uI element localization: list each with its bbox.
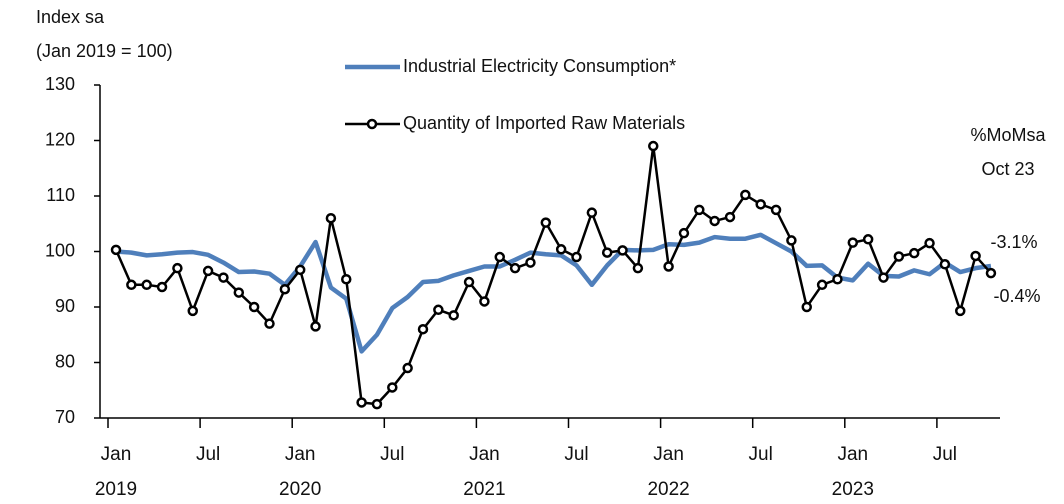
x-tick-label: Jul [195, 444, 221, 465]
y-tick-label: 80 [55, 351, 75, 371]
annotation: -3.1% [990, 232, 1037, 252]
point [801, 301, 812, 313]
point [601, 247, 613, 258]
point [740, 189, 751, 201]
y-tick-label: 70 [55, 407, 75, 427]
point [156, 281, 168, 293]
point [294, 264, 306, 276]
point [448, 310, 459, 321]
point [571, 251, 582, 263]
point [770, 204, 782, 216]
y-axis-label: Index sa [36, 7, 105, 27]
point [264, 318, 275, 329]
y-tick-label: 90 [55, 296, 75, 316]
y-tick-label: 130 [45, 74, 75, 94]
point [632, 262, 644, 274]
point [786, 235, 797, 246]
point [402, 362, 413, 374]
point [586, 207, 598, 218]
point [924, 237, 935, 249]
point [417, 323, 429, 335]
point [509, 262, 521, 274]
x-tick-label: Jan 2022 [647, 444, 690, 500]
point [709, 215, 720, 227]
point [325, 212, 337, 224]
point [955, 305, 966, 317]
x-tick-label: Jul [564, 444, 589, 465]
y-tick-label: 100 [45, 240, 75, 260]
point [341, 274, 352, 285]
y-tick-label: 120 [45, 129, 75, 149]
point [233, 287, 245, 298]
point [126, 279, 137, 291]
point [847, 237, 859, 248]
point [356, 397, 367, 408]
point [540, 217, 552, 228]
point [141, 279, 152, 291]
point [878, 272, 889, 283]
point [755, 199, 766, 210]
y-tick-label: 110 [46, 185, 75, 205]
series-line [115, 232, 992, 354]
point [433, 304, 444, 316]
point [110, 244, 122, 256]
annotation: -0.4% [993, 286, 1040, 306]
point [908, 247, 920, 259]
point [387, 382, 398, 393]
point [832, 274, 843, 285]
point [463, 276, 475, 288]
annotation: Oct 23 [981, 159, 1034, 179]
x-tick-label: Jul [748, 444, 773, 465]
legend-label: Quantity of Imported Raw Materials [403, 113, 685, 133]
point [202, 265, 214, 277]
point [970, 250, 981, 262]
point [617, 245, 628, 256]
point [525, 257, 536, 268]
point [862, 234, 874, 245]
point [494, 251, 505, 263]
point [218, 272, 229, 283]
point [939, 259, 951, 270]
legend-marker [366, 118, 378, 130]
x-tick-label: Jul [932, 444, 958, 465]
point [310, 321, 321, 332]
point [816, 279, 828, 291]
y-axis-label: (Jan 2019 = 100) [36, 41, 173, 61]
point [694, 204, 705, 216]
legend-label: Industrial Electricity Consumption* [403, 56, 676, 76]
x-tick-label: Jul [380, 444, 405, 465]
point [248, 301, 260, 313]
point [371, 398, 383, 410]
point [648, 140, 659, 152]
annotation: %MoMsa [970, 125, 1046, 145]
point [187, 305, 198, 317]
point [893, 251, 905, 262]
point [555, 244, 567, 255]
point [172, 262, 183, 274]
point [724, 211, 736, 223]
point [663, 261, 674, 272]
x-tick-label: Jan 2021 [463, 444, 506, 500]
series-line [114, 144, 992, 406]
x-tick-label: Jan 2023 [831, 444, 874, 500]
point [678, 227, 690, 239]
x-tick-label: Jan 2019 [94, 444, 138, 500]
point [479, 296, 490, 307]
point [279, 283, 291, 295]
x-tick-label: Jan 2020 [279, 444, 322, 500]
point [985, 267, 997, 279]
